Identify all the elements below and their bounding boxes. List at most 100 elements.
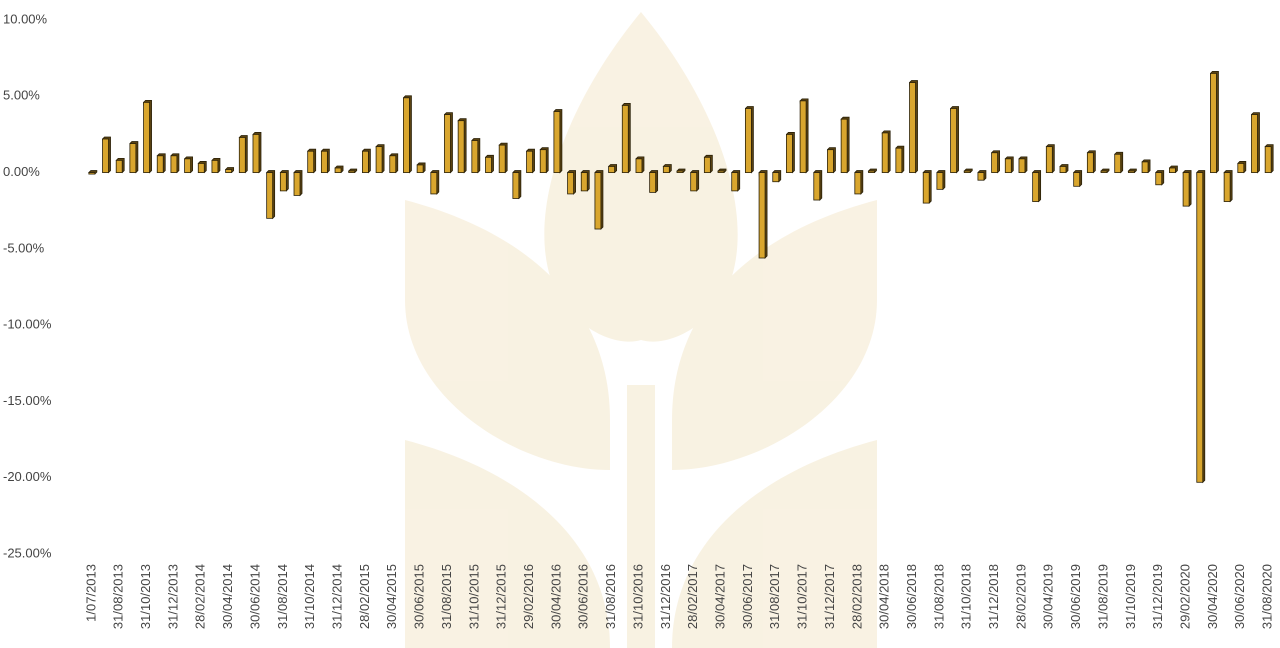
bar — [1169, 168, 1175, 173]
bar — [486, 157, 492, 172]
bar — [458, 121, 464, 173]
x-tick-label: 31/08/2016 — [603, 564, 618, 629]
bar — [595, 173, 601, 229]
bar — [800, 101, 806, 173]
x-tick-label: 31/10/2013 — [138, 564, 153, 629]
x-tick-label: 31/12/2018 — [986, 564, 1001, 629]
bar — [732, 173, 738, 191]
y-tick-label: -15.00% — [3, 393, 52, 408]
bar — [1197, 173, 1203, 483]
x-tick-label: 30/04/2015 — [384, 564, 399, 629]
bar — [868, 171, 874, 173]
bar — [444, 115, 450, 173]
x-tick-label: 30/04/2019 — [1041, 564, 1056, 629]
bar — [1087, 153, 1093, 173]
x-tick-label: 29/02/2016 — [521, 564, 536, 629]
x-tick-label: 30/06/2015 — [412, 564, 427, 629]
bar — [1019, 159, 1025, 173]
x-tick-label: 31/08/2015 — [439, 564, 454, 629]
bar — [335, 168, 341, 173]
x-tick-label: 30/04/2017 — [712, 564, 727, 629]
bar — [376, 147, 382, 173]
x-tick-label: 31/10/2018 — [959, 564, 974, 629]
bar — [527, 151, 533, 172]
bar — [677, 171, 683, 173]
y-tick-label: -25.00% — [3, 545, 52, 560]
bar — [540, 150, 546, 173]
bar — [759, 173, 765, 258]
x-tick-label: 30/06/2019 — [1068, 564, 1083, 629]
y-tick-label: -20.00% — [3, 469, 52, 484]
x-tick-label: 1/07/2013 — [83, 564, 98, 622]
bar — [1238, 163, 1244, 172]
bar — [267, 173, 273, 219]
bar — [349, 171, 355, 173]
bar — [1046, 147, 1052, 173]
bar — [773, 173, 779, 182]
x-tick-label: 30/06/2018 — [904, 564, 919, 629]
bar — [910, 83, 916, 173]
bar — [431, 173, 437, 194]
bar — [1224, 173, 1230, 202]
bar — [513, 173, 519, 199]
bar — [185, 159, 191, 173]
bar — [786, 134, 792, 172]
x-tick-label: 30/06/2016 — [576, 564, 591, 629]
bar — [198, 163, 204, 172]
bar — [964, 171, 970, 173]
bar — [609, 166, 615, 172]
bar — [568, 173, 574, 194]
bar — [253, 134, 259, 172]
bar — [1033, 173, 1039, 202]
bar — [978, 173, 984, 181]
bar — [1251, 115, 1257, 173]
bar — [130, 144, 136, 173]
bar — [1183, 173, 1189, 207]
bar — [650, 173, 656, 193]
x-tick-label: 31/12/2016 — [658, 564, 673, 629]
bar — [403, 98, 409, 173]
bar — [417, 165, 423, 173]
x-tick-label: 28/02/2017 — [685, 564, 700, 629]
bar — [1005, 159, 1011, 173]
x-tick-label: 31/12/2017 — [822, 564, 837, 629]
bar — [745, 108, 751, 172]
x-tick-label: 31/12/2015 — [494, 564, 509, 629]
bar — [103, 139, 109, 173]
bar — [1101, 171, 1107, 173]
bar — [321, 151, 327, 172]
bar — [280, 173, 286, 191]
x-tick-label: 31/08/2013 — [111, 564, 126, 629]
y-tick-label: 10.00% — [3, 11, 48, 26]
bar — [362, 151, 368, 172]
bar — [827, 150, 833, 173]
x-tick-label: 31/10/2017 — [795, 564, 810, 629]
bar — [308, 151, 314, 172]
y-tick-label: -5.00% — [3, 240, 45, 255]
x-tick-label: 30/04/2020 — [1205, 564, 1220, 629]
x-tick-label: 31/08/2019 — [1095, 564, 1110, 629]
bar — [472, 141, 478, 173]
x-tick-label: 30/06/2020 — [1232, 564, 1247, 629]
bar — [992, 153, 998, 173]
bar — [144, 102, 150, 172]
x-tick-label: 30/06/2017 — [740, 564, 755, 629]
bar — [841, 119, 847, 172]
x-tick-label: 28/02/2018 — [849, 564, 864, 629]
x-tick-label: 30/04/2018 — [877, 564, 892, 629]
x-tick-label: 30/04/2014 — [220, 564, 235, 629]
bar — [157, 156, 163, 173]
bar — [116, 160, 122, 172]
bar — [554, 112, 560, 173]
bar — [1115, 154, 1121, 172]
x-tick-label: 31/12/2013 — [165, 564, 180, 629]
bar — [1210, 73, 1216, 172]
x-tick-label: 31/10/2019 — [1123, 564, 1138, 629]
bar — [1128, 171, 1134, 173]
bar — [691, 173, 697, 191]
x-tick-label: 31/12/2014 — [329, 564, 344, 629]
x-tick-label: 28/02/2015 — [357, 564, 372, 629]
x-tick-label: 28/02/2014 — [193, 564, 208, 629]
bar — [171, 156, 177, 173]
bar — [663, 166, 669, 172]
